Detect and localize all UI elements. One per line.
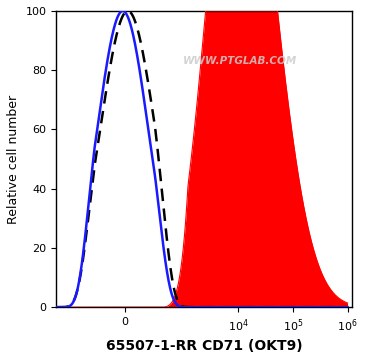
Text: WWW.PTGLAB.COM: WWW.PTGLAB.COM <box>182 56 297 66</box>
X-axis label: 65507-1-RR CD71 (OKT9): 65507-1-RR CD71 (OKT9) <box>106 339 302 353</box>
Y-axis label: Relative cell number: Relative cell number <box>7 94 20 224</box>
